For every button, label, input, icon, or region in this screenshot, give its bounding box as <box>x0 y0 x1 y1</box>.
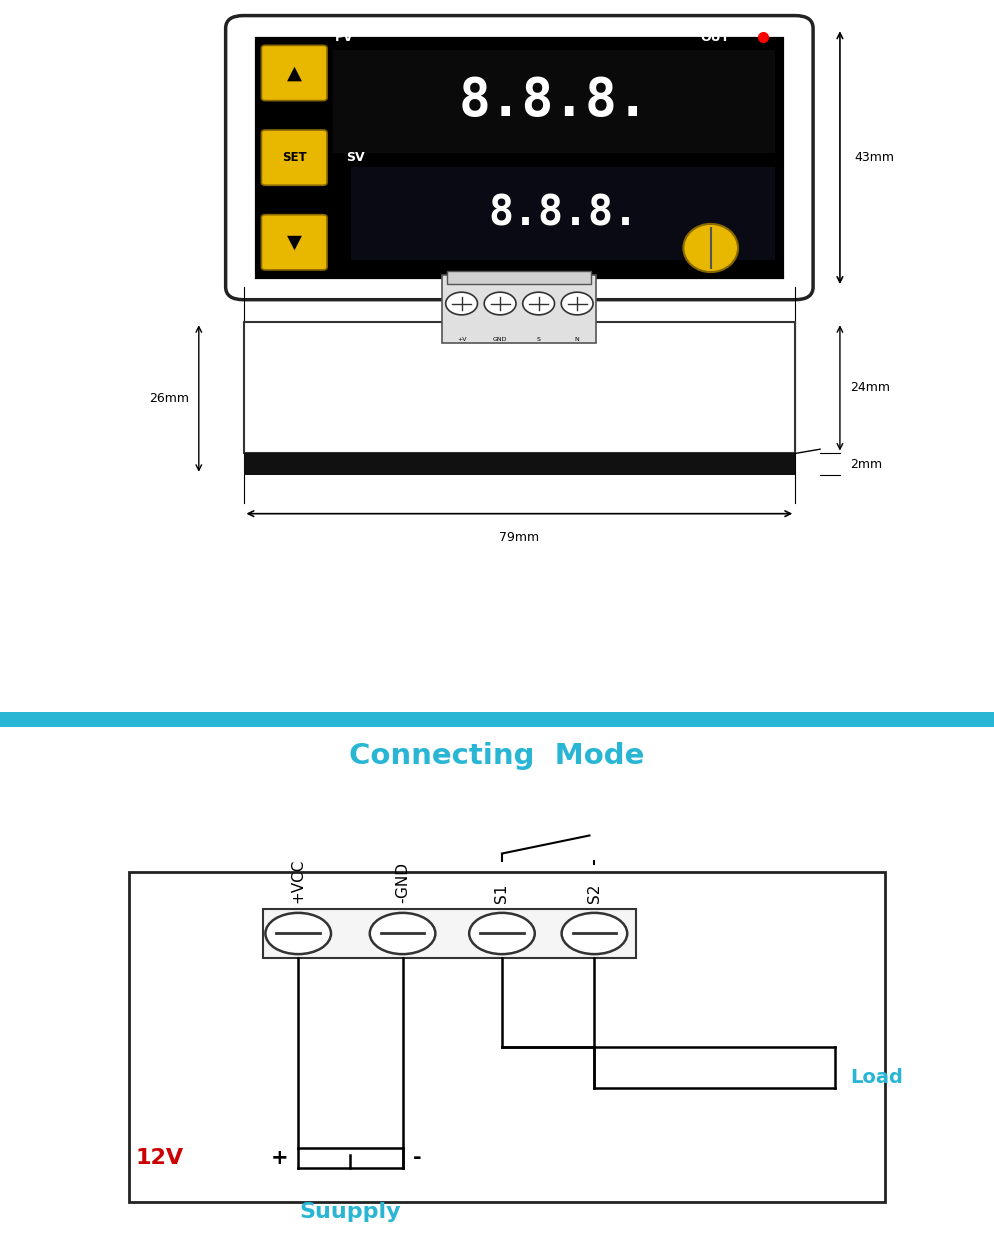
Text: SET: SET <box>282 152 306 164</box>
Bar <box>351 167 775 260</box>
Text: N: N <box>575 337 580 342</box>
Text: Suupply: Suupply <box>299 1202 402 1222</box>
Text: Load: Load <box>850 1069 903 1088</box>
Text: S: S <box>537 337 541 342</box>
FancyBboxPatch shape <box>261 215 327 270</box>
Text: 24mm: 24mm <box>850 382 890 394</box>
Text: ▼: ▼ <box>286 232 302 252</box>
Bar <box>244 454 795 475</box>
Text: +V: +V <box>457 337 466 342</box>
Text: -: - <box>413 1147 421 1168</box>
Ellipse shape <box>370 912 435 955</box>
FancyBboxPatch shape <box>261 131 327 185</box>
Text: 8.8.8.: 8.8.8. <box>488 193 638 235</box>
Text: S2: S2 <box>586 884 602 902</box>
FancyBboxPatch shape <box>261 45 327 101</box>
Text: 12V: 12V <box>136 1147 184 1168</box>
Ellipse shape <box>265 912 331 955</box>
Text: 43mm: 43mm <box>855 152 895 164</box>
Bar <box>129 871 885 1202</box>
Text: 26mm: 26mm <box>149 392 189 405</box>
Text: 2mm: 2mm <box>850 457 882 471</box>
Text: ▲: ▲ <box>286 63 302 82</box>
Circle shape <box>484 292 516 314</box>
Text: 79mm: 79mm <box>499 532 540 544</box>
Ellipse shape <box>562 912 627 955</box>
Circle shape <box>445 292 477 314</box>
Text: OUT: OUT <box>701 31 730 45</box>
Text: SV: SV <box>346 150 365 164</box>
Bar <box>263 909 636 958</box>
Text: 8.8.8.: 8.8.8. <box>459 76 649 128</box>
FancyBboxPatch shape <box>226 16 813 300</box>
Bar <box>244 322 795 454</box>
Bar <box>333 50 775 153</box>
Ellipse shape <box>684 224 739 272</box>
Circle shape <box>523 292 555 314</box>
Text: +VCC: +VCC <box>290 858 306 902</box>
Bar <box>442 275 596 343</box>
Text: -GND: -GND <box>395 861 411 902</box>
Circle shape <box>562 292 593 314</box>
Text: +: + <box>270 1147 288 1168</box>
Text: S1: S1 <box>494 884 510 902</box>
Ellipse shape <box>469 912 535 955</box>
Text: Restart: Restart <box>697 282 725 291</box>
Text: Connecting  Mode: Connecting Mode <box>349 742 645 769</box>
Text: PV: PV <box>335 31 354 45</box>
Bar <box>447 271 591 283</box>
Bar <box>253 36 785 280</box>
Text: GND: GND <box>493 337 507 342</box>
Bar <box>253 36 785 280</box>
